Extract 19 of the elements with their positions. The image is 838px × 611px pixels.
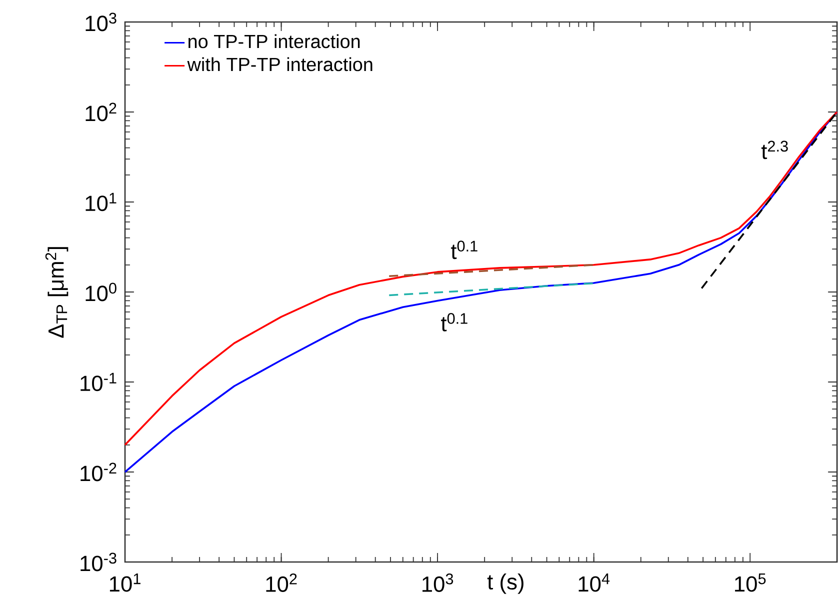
y-tick-label: 10$^{-3}$	[80, 552, 116, 572]
legend-label: no TP-TP interaction	[188, 34, 360, 48]
y-tick-label: 10$^{-1}$	[80, 372, 116, 392]
x-axis-title: t (s)	[487, 574, 524, 594]
legend-label: with TP-TP interaction	[187, 57, 372, 72]
annotation: t$^{0.1}$	[441, 313, 468, 332]
annotation: t$^{0.1}$	[451, 240, 478, 260]
x-tick-label: 10$^{5}$	[735, 574, 766, 592]
annotation: t$^{2.3}$	[761, 140, 788, 160]
x-tick-label: 10$^{1}$	[110, 574, 140, 592]
x-tick-label: 10$^{4}$	[578, 574, 610, 592]
y-tick-label: 10$^{2}$	[86, 102, 116, 122]
y-tick-label: 10$^{3}$	[86, 12, 116, 32]
y-tick-label: 10$^{1}$	[86, 192, 116, 212]
x-tick-label: 10$^{2}$	[266, 574, 297, 592]
x-tick-label: 10$^{3}$	[422, 574, 454, 592]
y-tick-label: 10$^{0}$	[86, 282, 116, 302]
y-axis-title: Δ$_{TP}$ [μm$^{2}$]	[45, 247, 68, 338]
y-tick-label: 10$^{-2}$	[80, 462, 116, 482]
